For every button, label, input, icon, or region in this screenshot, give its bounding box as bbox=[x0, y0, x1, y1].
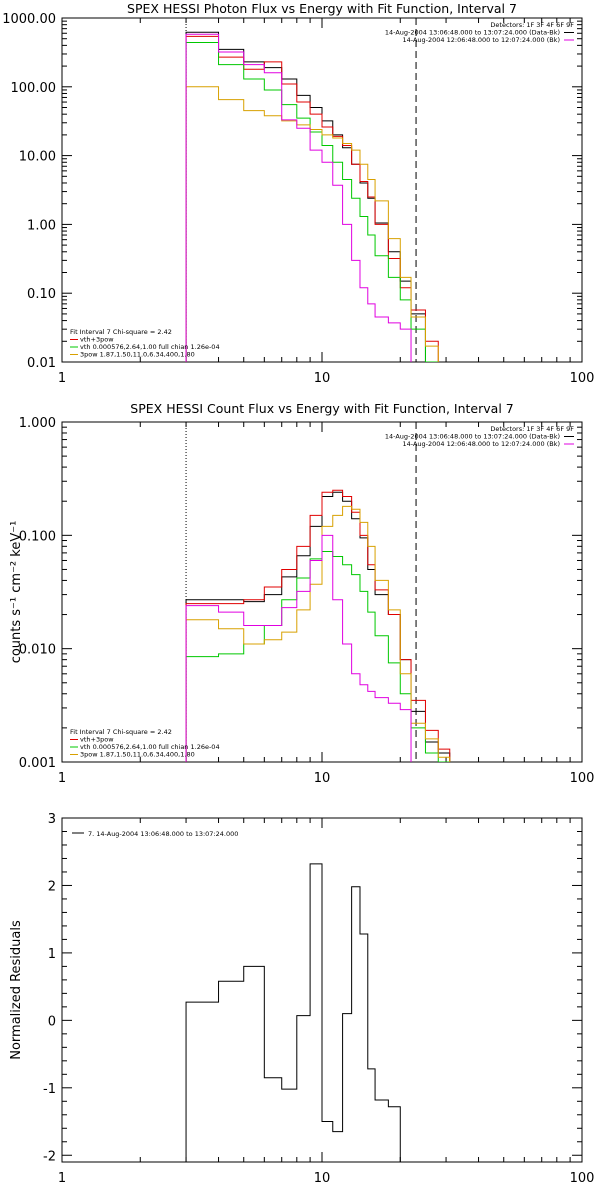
y-tick-label: 1.00 bbox=[27, 218, 56, 233]
fit-summary-label: Fit Interval 7 Chi-square = 2.42 bbox=[70, 728, 172, 736]
y-axis-label: counts s⁻¹ cm⁻² keV⁻¹ bbox=[9, 521, 24, 664]
chart-panel-2: SPEX HESSI Count Flux vs Energy with Fit… bbox=[9, 401, 595, 786]
y-tick-label: 2 bbox=[48, 879, 56, 894]
y-tick-label: 1 bbox=[48, 947, 56, 962]
time-interval-label: 14-Aug-2004 12:06:48.000 to 12:07:24.000… bbox=[403, 440, 560, 448]
fit-summary-label: Fit Interval 7 Chi-square = 2.42 bbox=[70, 328, 172, 336]
y-tick-label: 3 bbox=[48, 812, 56, 827]
x-tick-label: 100 bbox=[570, 371, 595, 386]
x-tick-label: 1 bbox=[58, 371, 66, 386]
y-tick-label: 0.01 bbox=[27, 356, 56, 371]
fit-legend-label: 3pow 1.87,1.50,11.0,6.34,400,1.80 bbox=[80, 751, 195, 759]
x-tick-label: 10 bbox=[314, 771, 331, 786]
y-tick-label: 0.100 bbox=[19, 529, 56, 544]
fit-legend-label: vth 0.000576,2.64,1.00 full chian 1.26e-… bbox=[80, 343, 220, 351]
fit-legend-label: vth+3pow bbox=[80, 336, 114, 344]
x-tick-label: 10 bbox=[314, 371, 331, 386]
y-axis-label: Normalized Residuals bbox=[9, 920, 24, 1060]
y-tick-label: -2 bbox=[43, 1149, 56, 1164]
y-tick-label: 0.001 bbox=[19, 756, 56, 771]
series-3pow-line bbox=[185, 505, 451, 762]
y-tick-label: 100.00 bbox=[11, 81, 57, 96]
x-tick-label: 1 bbox=[58, 1171, 66, 1186]
series-bk-line bbox=[185, 534, 412, 762]
x-tick-label: 10 bbox=[314, 1171, 331, 1186]
chart-title: SPEX HESSI Photon Flux vs Energy with Fi… bbox=[127, 1, 517, 16]
series-vth-line bbox=[185, 551, 451, 762]
residual-line bbox=[185, 863, 401, 1162]
series-data-bk-line bbox=[185, 31, 439, 362]
y-tick-label: 10.00 bbox=[19, 150, 56, 165]
y-tick-label: 0 bbox=[48, 1014, 56, 1029]
series-vth-3pow-line bbox=[185, 35, 439, 362]
fit-legend-label: vth 0.000576,2.64,1.00 full chian 1.26e-… bbox=[80, 743, 220, 751]
detectors-label: Detectors: 1F 3F 4F 6F 9F bbox=[490, 21, 574, 29]
series-3pow-line bbox=[185, 86, 439, 362]
y-tick-label: 1000.00 bbox=[2, 12, 56, 27]
detectors-label: Detectors: 1F 3F 4F 6F 9F bbox=[490, 425, 574, 433]
series-bk-line bbox=[185, 33, 412, 362]
y-tick-label: 0.10 bbox=[27, 287, 56, 302]
time-interval-label: 14-Aug-2004 13:06:48.000 to 13:07:24.000… bbox=[385, 433, 560, 441]
x-tick-label: 1 bbox=[58, 771, 66, 786]
series-vth-3pow-line bbox=[185, 489, 451, 762]
fit-legend-label: 3pow 1.87,1.50,11.0,6.34,400,1.80 bbox=[80, 351, 195, 359]
series-vth-line bbox=[185, 42, 439, 362]
chart-panel-1: SPEX HESSI Photon Flux vs Energy with Fi… bbox=[2, 1, 595, 386]
fit-legend-label: vth+3pow bbox=[80, 736, 114, 744]
legend-label: 7. 14-Aug-2004 13:06:48.000 to 13:07:24.… bbox=[88, 830, 238, 838]
y-tick-label: -1 bbox=[43, 1082, 56, 1097]
y-tick-label: 0.010 bbox=[19, 643, 56, 658]
time-interval-label: 14-Aug-2004 13:06:48.000 to 13:07:24.000… bbox=[385, 29, 560, 37]
chart-panel-3: 1 10 100 -2 -1 0 1 2 3 Normalized Residuals 7. 14-… bbox=[9, 812, 594, 1186]
chart-title: SPEX HESSI Count Flux vs Energy with Fit… bbox=[130, 401, 513, 416]
plot-frame bbox=[61, 17, 583, 363]
x-tick-label: 100 bbox=[570, 771, 595, 786]
x-tick-label: 100 bbox=[570, 1171, 595, 1186]
plot-frame bbox=[61, 421, 583, 763]
y-tick-label: 1.000 bbox=[19, 416, 56, 431]
time-interval-label: 14-Aug-2004 12:06:48.000 to 12:07:24.000… bbox=[403, 36, 560, 44]
